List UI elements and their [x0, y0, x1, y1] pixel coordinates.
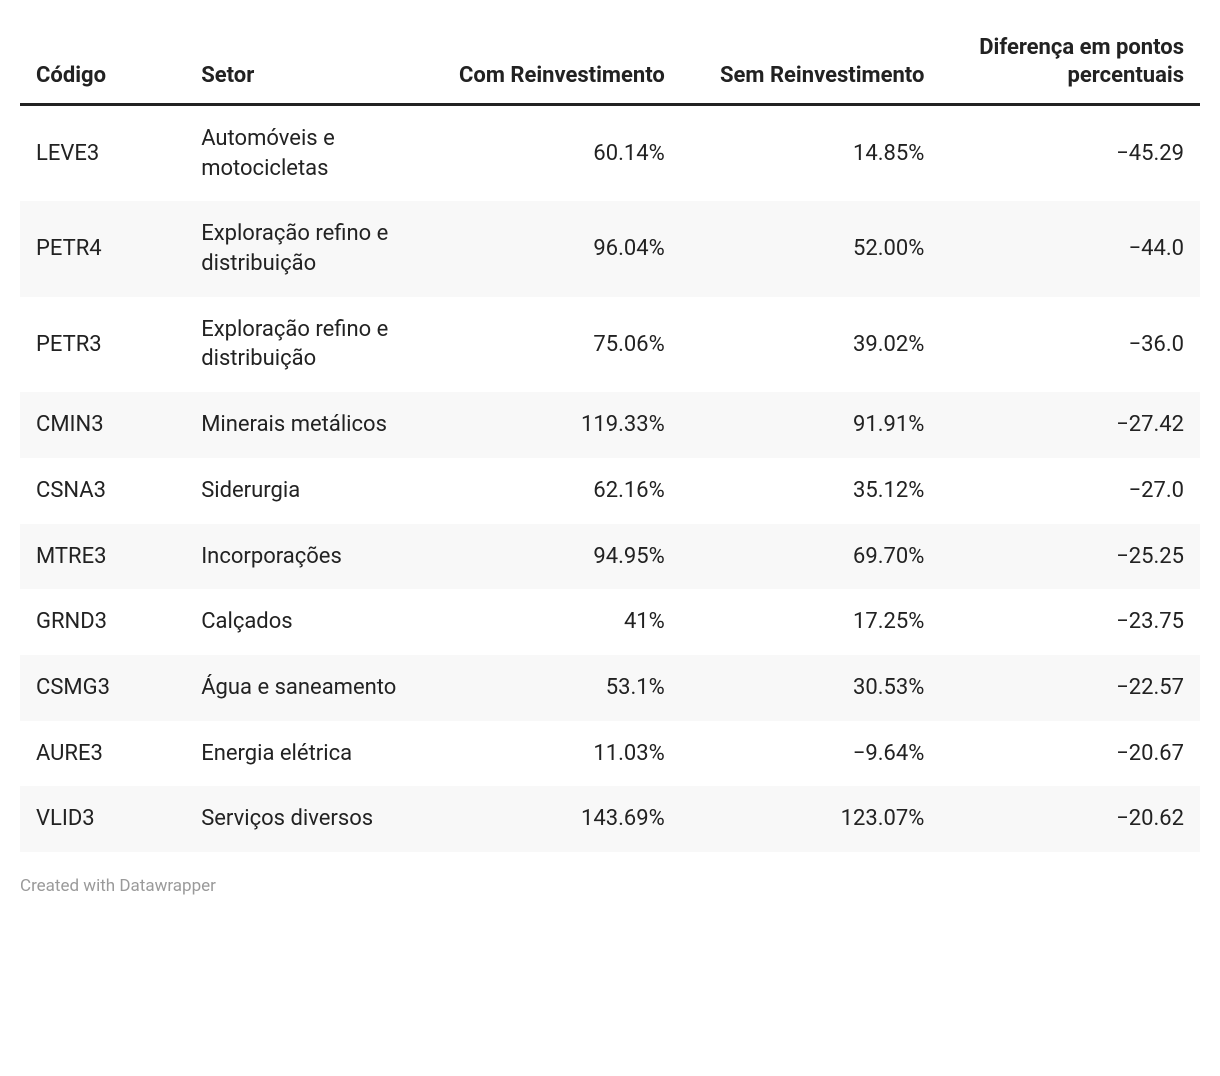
cell-setor: Água e saneamento	[185, 655, 421, 721]
table-row: CMIN3Minerais metálicos119.33%91.91%−27.…	[20, 392, 1200, 458]
cell-com_reinv: 119.33%	[421, 392, 681, 458]
cell-com_reinv: 94.95%	[421, 524, 681, 590]
table-head: CódigoSetorCom ReinvestimentoSem Reinves…	[20, 20, 1200, 105]
table-row: MTRE3Incorporações94.95%69.70%−25.25	[20, 524, 1200, 590]
cell-setor: Exploração refino e distribuição	[185, 297, 421, 392]
cell-sem_reinv: 35.12%	[681, 458, 941, 524]
cell-sem_reinv: 17.25%	[681, 589, 941, 655]
credit-line: Created with Datawrapper	[20, 876, 1200, 896]
cell-sem_reinv: 91.91%	[681, 392, 941, 458]
cell-setor: Exploração refino e distribuição	[185, 201, 421, 296]
cell-com_reinv: 75.06%	[421, 297, 681, 392]
cell-setor: Calçados	[185, 589, 421, 655]
cell-codigo: VLID3	[20, 786, 185, 852]
table-row: AURE3Energia elétrica11.03%−9.64%−20.67	[20, 721, 1200, 787]
cell-sem_reinv: 30.53%	[681, 655, 941, 721]
cell-sem_reinv: −9.64%	[681, 721, 941, 787]
credit-prefix: Created with	[20, 876, 119, 896]
col-header-com_reinv[interactable]: Com Reinvestimento	[421, 20, 681, 105]
cell-codigo: PETR4	[20, 201, 185, 296]
table-row: CSMG3Água e saneamento53.1%30.53%−22.57	[20, 655, 1200, 721]
cell-codigo: CMIN3	[20, 392, 185, 458]
cell-codigo: PETR3	[20, 297, 185, 392]
cell-diferenca: −36.0	[940, 297, 1200, 392]
cell-diferenca: −20.62	[940, 786, 1200, 852]
cell-diferenca: −27.0	[940, 458, 1200, 524]
cell-com_reinv: 41%	[421, 589, 681, 655]
cell-com_reinv: 60.14%	[421, 105, 681, 202]
col-header-codigo[interactable]: Código	[20, 20, 185, 105]
cell-diferenca: −25.25	[940, 524, 1200, 590]
cell-diferenca: −20.67	[940, 721, 1200, 787]
col-header-sem_reinv[interactable]: Sem Reinvestimento	[681, 20, 941, 105]
table-row: PETR3Exploração refino e distribuição75.…	[20, 297, 1200, 392]
cell-setor: Minerais metálicos	[185, 392, 421, 458]
cell-setor: Incorporações	[185, 524, 421, 590]
cell-diferenca: −23.75	[940, 589, 1200, 655]
header-row: CódigoSetorCom ReinvestimentoSem Reinves…	[20, 20, 1200, 105]
cell-sem_reinv: 14.85%	[681, 105, 941, 202]
table-row: LEVE3Automóveis e motocicletas60.14%14.8…	[20, 105, 1200, 202]
cell-codigo: LEVE3	[20, 105, 185, 202]
table-row: CSNA3Siderurgia62.16%35.12%−27.0	[20, 458, 1200, 524]
cell-setor: Automóveis e motocicletas	[185, 105, 421, 202]
cell-sem_reinv: 123.07%	[681, 786, 941, 852]
data-table: CódigoSetorCom ReinvestimentoSem Reinves…	[20, 20, 1200, 852]
cell-diferenca: −22.57	[940, 655, 1200, 721]
col-header-diferenca[interactable]: Diferença em pontos percentuais	[940, 20, 1200, 105]
table-row: PETR4Exploração refino e distribuição96.…	[20, 201, 1200, 296]
cell-diferenca: −27.42	[940, 392, 1200, 458]
cell-setor: Serviços diversos	[185, 786, 421, 852]
cell-com_reinv: 96.04%	[421, 201, 681, 296]
cell-com_reinv: 62.16%	[421, 458, 681, 524]
cell-setor: Siderurgia	[185, 458, 421, 524]
cell-codigo: GRND3	[20, 589, 185, 655]
cell-codigo: CSNA3	[20, 458, 185, 524]
cell-codigo: MTRE3	[20, 524, 185, 590]
cell-com_reinv: 143.69%	[421, 786, 681, 852]
cell-codigo: AURE3	[20, 721, 185, 787]
cell-com_reinv: 11.03%	[421, 721, 681, 787]
credit-link[interactable]: Datawrapper	[119, 876, 216, 896]
cell-com_reinv: 53.1%	[421, 655, 681, 721]
table-body: LEVE3Automóveis e motocicletas60.14%14.8…	[20, 105, 1200, 852]
cell-diferenca: −45.29	[940, 105, 1200, 202]
cell-codigo: CSMG3	[20, 655, 185, 721]
table-row: VLID3Serviços diversos143.69%123.07%−20.…	[20, 786, 1200, 852]
cell-sem_reinv: 69.70%	[681, 524, 941, 590]
col-header-setor[interactable]: Setor	[185, 20, 421, 105]
cell-sem_reinv: 39.02%	[681, 297, 941, 392]
table-row: GRND3Calçados41%17.25%−23.75	[20, 589, 1200, 655]
cell-diferenca: −44.0	[940, 201, 1200, 296]
cell-sem_reinv: 52.00%	[681, 201, 941, 296]
cell-setor: Energia elétrica	[185, 721, 421, 787]
